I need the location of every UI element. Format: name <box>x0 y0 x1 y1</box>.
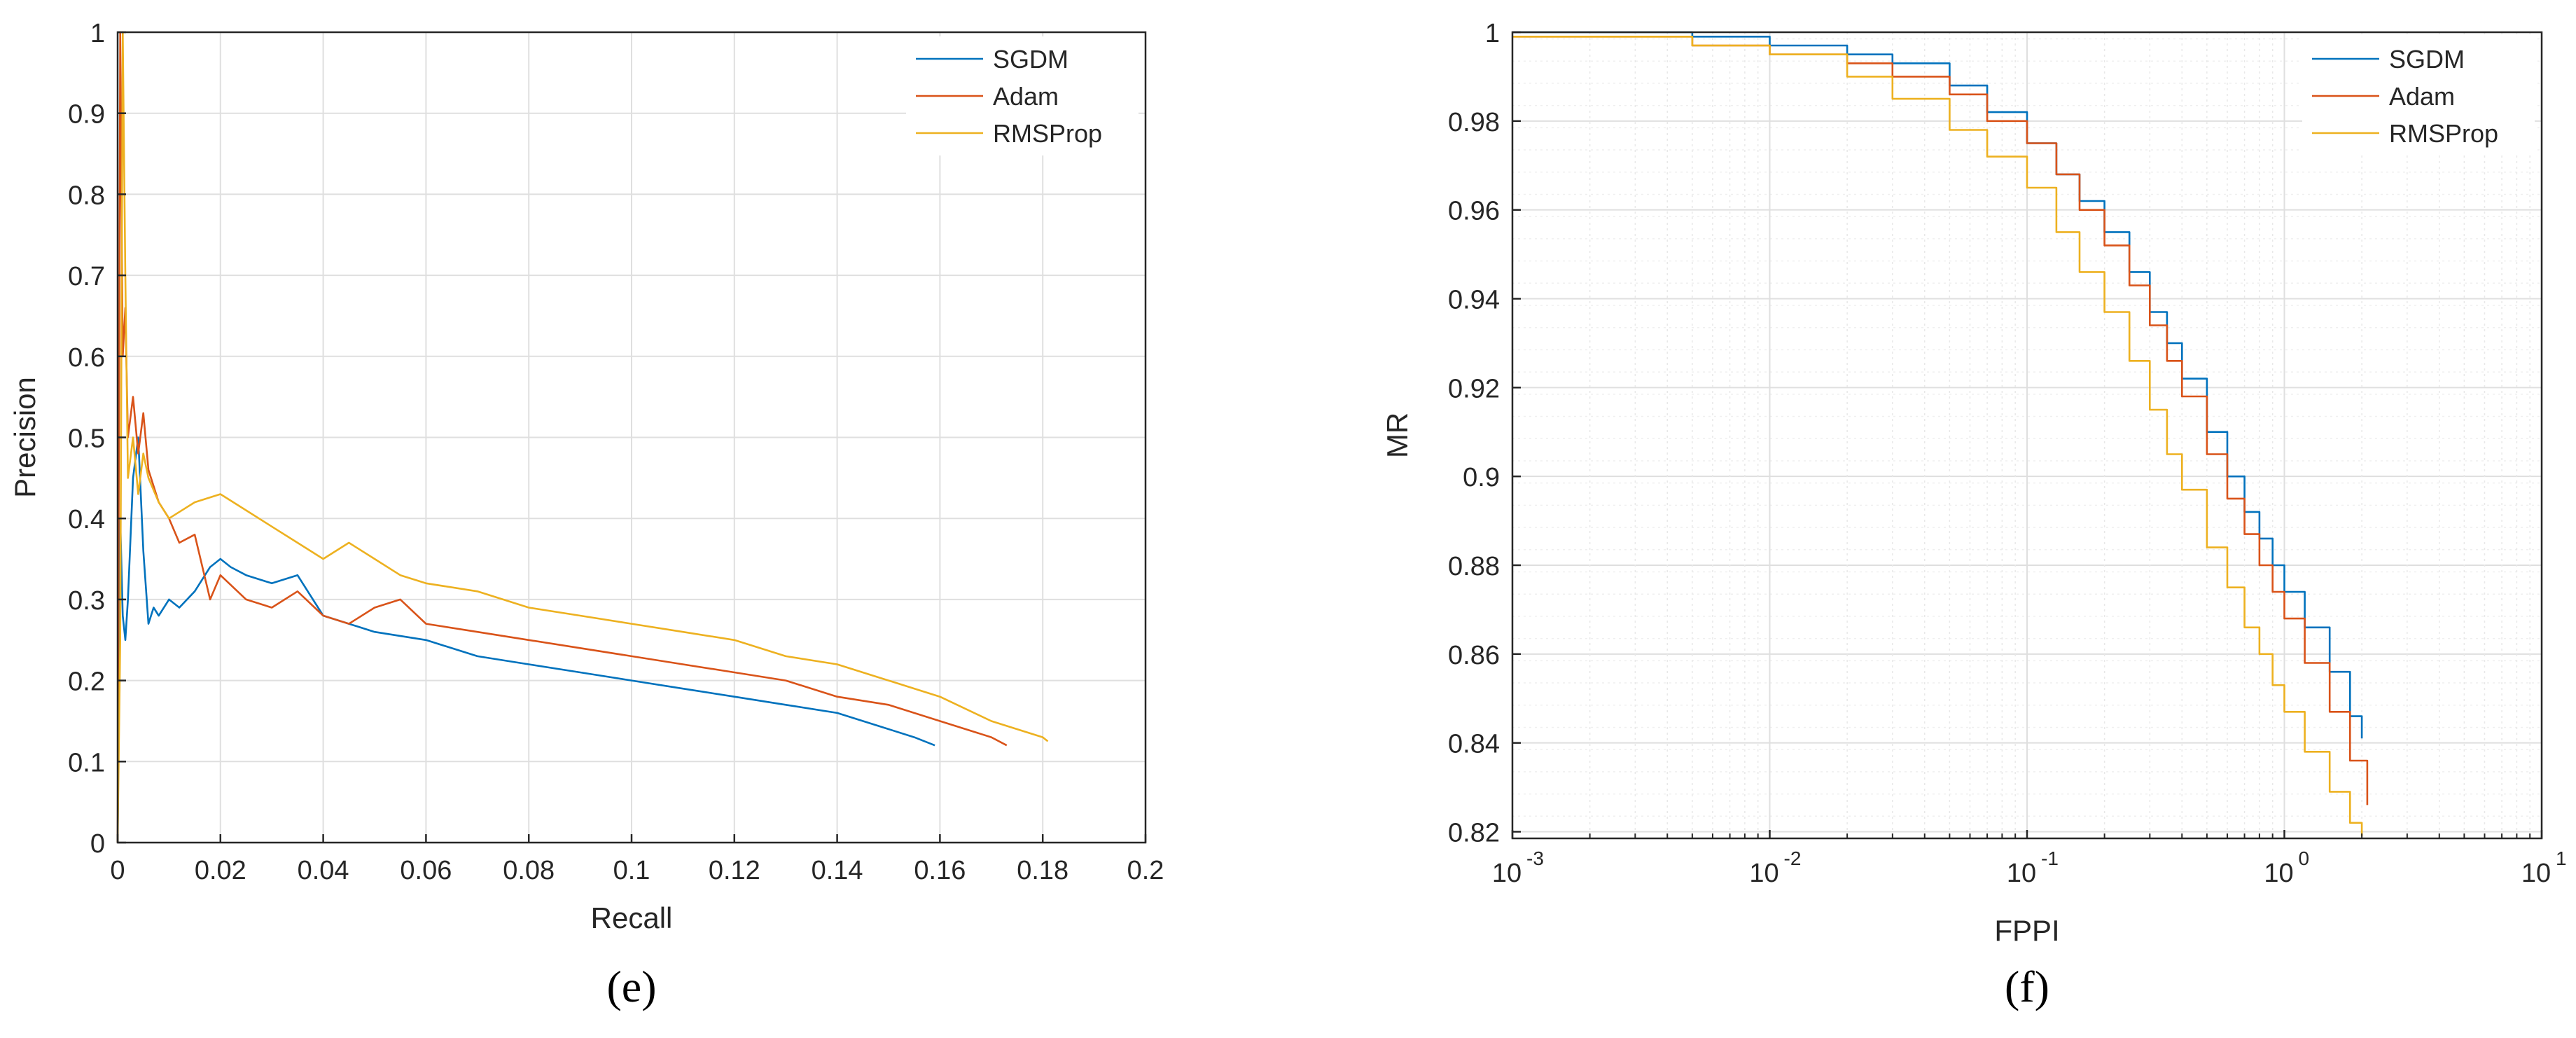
ticks-f: 0.820.840.860.880.90.920.940.960.98110-3… <box>1448 19 2567 888</box>
y-tick-label: 0.94 <box>1448 285 1500 314</box>
x-tick-label: 10 <box>2521 859 2551 888</box>
x-tick-exponent: 1 <box>2556 847 2567 869</box>
x-tick-label: 0.2 <box>1127 856 1164 885</box>
y-tick-label: 0.4 <box>68 505 105 534</box>
legend-label-sgdm: SGDM <box>993 45 1068 74</box>
x-axis-label-f: FPPI <box>1994 914 2059 947</box>
x-tick-label: 10 <box>1749 859 1778 888</box>
series-line-rmsprop <box>116 31 1049 843</box>
y-tick-label: 0.9 <box>68 100 105 130</box>
x-tick-label: 0.18 <box>1017 856 1068 885</box>
x-axis-label-e: Recall <box>591 901 673 934</box>
series-group-e <box>116 31 1049 843</box>
legend-label-rmsprop: RMSProp <box>993 119 1102 148</box>
x-tick-exponent: -3 <box>1526 847 1544 869</box>
y-tick-label: 1 <box>1485 19 1500 48</box>
y-tick-label: 0.82 <box>1448 818 1500 847</box>
y-tick-label: 0.8 <box>68 181 105 210</box>
series-line-rmsprop <box>1512 36 2363 836</box>
x-tick-exponent: -1 <box>2041 847 2059 869</box>
x-tick-label: 0.14 <box>812 856 863 885</box>
y-tick-label: 0.2 <box>68 667 105 697</box>
series-line-adam <box>116 31 1008 843</box>
ticks-e: 0 0.1 0.2 0.3 0.4 0.5 0.6 0.7 0.8 0.9 1 0 0.02 0.04 0.… <box>68 19 1164 885</box>
y-tick-label: 0.3 <box>68 586 105 616</box>
legend-label-adam: Adam <box>993 82 1059 111</box>
legend-f: SGDM Adam RMSProp <box>2302 36 2535 155</box>
x-tick-label: 0.1 <box>613 856 650 885</box>
x-tick-label: 0.08 <box>503 856 555 885</box>
y-tick-label: 1 <box>90 19 105 48</box>
y-axis-label-e: Precision <box>8 377 41 498</box>
legend-label-rmsprop: RMSProp <box>2389 119 2498 148</box>
x-tick-label: 10 <box>2264 859 2293 888</box>
x-tick-label: 0.02 <box>195 856 246 885</box>
x-tick-label: 10 <box>2007 859 2036 888</box>
x-tick-label: 0.04 <box>298 856 349 885</box>
x-tick-label: 0.12 <box>709 856 760 885</box>
y-tick-label: 0.96 <box>1448 197 1500 226</box>
y-tick-label: 0 <box>90 829 105 859</box>
subfigure-caption-e: (e) <box>606 962 656 1011</box>
x-tick-label: 0 <box>110 856 125 885</box>
x-tick-label: 0.16 <box>914 856 966 885</box>
x-tick-exponent: 0 <box>2299 847 2310 869</box>
y-axis-label-f: MR <box>1381 413 1414 458</box>
y-tick-label: 0.84 <box>1448 730 1500 759</box>
y-tick-label: 0.1 <box>68 748 105 777</box>
x-tick-label: 10 <box>1492 859 1522 888</box>
legend-label-adam: Adam <box>2389 82 2455 111</box>
x-tick-label: 0.06 <box>400 856 452 885</box>
y-tick-label: 0.88 <box>1448 552 1500 581</box>
y-tick-label: 0.9 <box>1463 463 1500 492</box>
y-tick-label: 0.86 <box>1448 641 1500 670</box>
chart-f: 0.820.840.860.880.90.920.940.960.98110-3… <box>1381 19 2567 1011</box>
subfigure-caption-f: (f) <box>2005 962 2049 1011</box>
chart-e: 0 0.1 0.2 0.3 0.4 0.5 0.6 0.7 0.8 0.9 1 0 0.02 0.04 0.… <box>8 19 1164 1011</box>
y-tick-label: 0.92 <box>1448 374 1500 403</box>
y-tick-label: 0.98 <box>1448 108 1500 137</box>
y-tick-label: 0.5 <box>68 424 105 454</box>
series-group-f <box>1512 31 2369 836</box>
series-line-sgdm <box>116 436 935 843</box>
legend-e: SGDM Adam RMSProp <box>906 36 1139 155</box>
y-tick-label: 0.7 <box>68 262 105 291</box>
y-tick-label: 0.6 <box>68 343 105 373</box>
x-tick-exponent: -2 <box>1784 847 1802 869</box>
legend-label-sgdm: SGDM <box>2389 45 2465 74</box>
